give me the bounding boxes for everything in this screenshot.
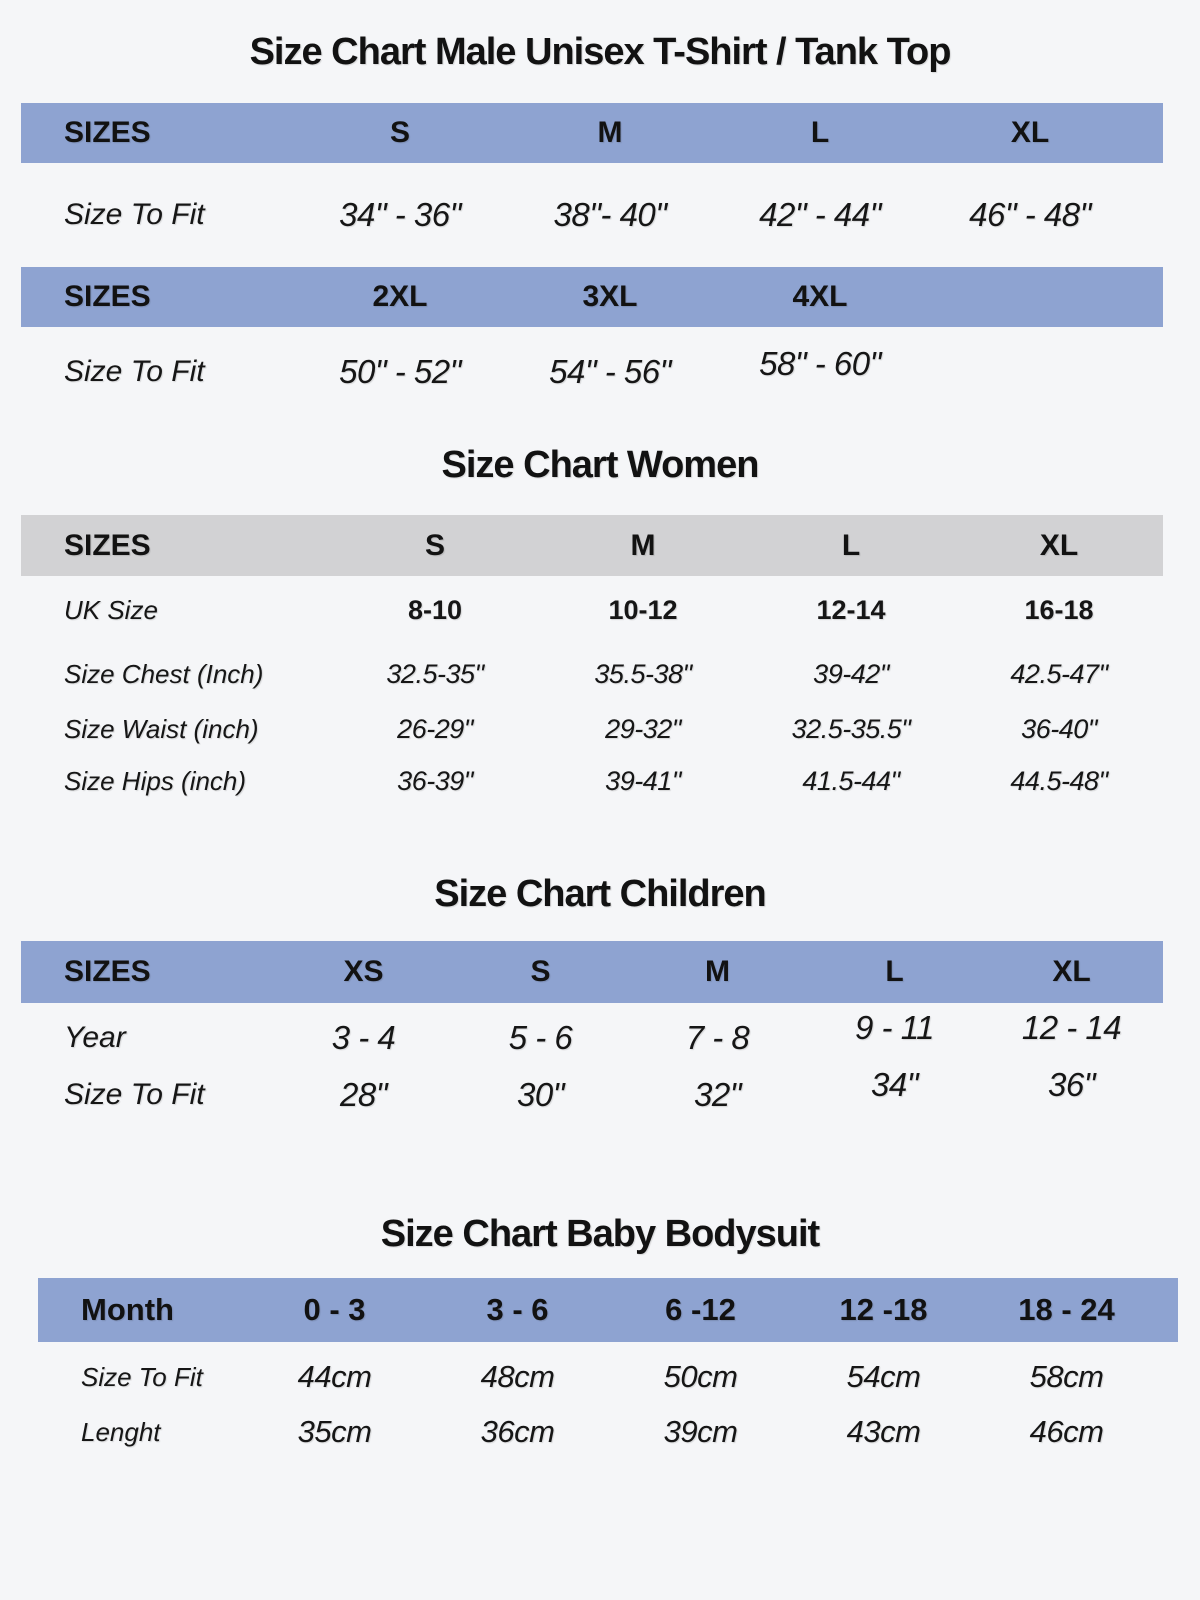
women-waist-value-s: 26-29" [397,713,473,744]
children-fit-value-xl: 36" [1048,1066,1095,1103]
baby-col-18-24: 18 - 24 [1018,1292,1115,1327]
women-hips-value-xl: 44.5-48" [1010,765,1108,796]
children-fit-value-m: 32" [694,1076,741,1113]
children-year-value-l: 9 - 11 [855,1009,934,1046]
male-col-2xl: 2XL [372,280,428,313]
male-chart-title: Size Chart Male Unisex T-Shirt / Tank To… [249,31,952,73]
children-year-row: Year 3 - 4 5 - 6 7 - 8 9 - 11 12 - 14 [21,1003,1163,1073]
children-col-m: M [705,955,730,988]
male-col-l: L [810,116,830,149]
children-fit-value-xs: 28" [340,1076,387,1113]
baby-month-label: Month [81,1292,174,1327]
women-waist-label: Size Waist (inch) [64,713,259,744]
baby-fit-label: Size To Fit [81,1361,203,1392]
women-col-s: S [424,528,445,562]
male-sizes-label-2: SIZES [64,280,151,313]
women-chest-value-m: 35.5-38" [594,658,692,689]
male-col-s: S [389,116,410,149]
children-chart-title: Size Chart Children [434,873,767,915]
baby-col-12-18: 12 -18 [839,1292,928,1327]
baby-chart-title: Size Chart Baby Bodysuit [380,1213,820,1255]
women-col-m: M [630,528,656,562]
children-col-s: S [530,955,551,988]
children-fit-label: Size To Fit [64,1078,205,1111]
male-header-row-1: SIZES S M L XL [21,103,1163,163]
women-chest-value-xl: 42.5-47" [1010,658,1108,689]
male-fit-label-1: Size To Fit [64,198,205,231]
children-col-l: L [885,955,904,988]
children-col-xs: XS [343,955,384,988]
women-waist-value-l: 32.5-35.5" [791,713,911,744]
male-fit-value-l: 42" - 44" [759,196,881,233]
male-col-3xl: 3XL [582,280,638,313]
women-col-l: L [841,528,861,562]
male-fit-value-4xl: 58" - 60" [759,345,881,382]
male-fit-value-3xl: 54" - 56" [549,353,671,390]
baby-length-value-6-12: 39cm [663,1414,738,1449]
women-waist-value-xl: 36-40" [1021,713,1097,744]
women-waist-value-m: 29-32" [605,713,681,744]
women-chest-label: Size Chest (Inch) [64,658,264,689]
male-fit-value-s: 34" - 36" [339,196,461,233]
baby-fit-value-18-24: 58cm [1029,1359,1104,1394]
women-uk-value-xl: 16-18 [1024,594,1094,625]
children-header-row: SIZES XS S M L XL [21,941,1163,1003]
children-year-value-s: 5 - 6 [508,1019,573,1056]
women-hips-value-m: 39-41" [605,765,681,796]
male-fit-row-2: Size To Fit 50" - 52" 54" - 56" 58" - 60… [21,327,1163,417]
women-uk-label: UK Size [64,594,158,625]
male-header-row-2: SIZES 2XL 3XL 4XL [21,267,1163,327]
women-chest-row: Size Chest (Inch) 32.5-35" 35.5-38" 39-4… [21,644,1163,704]
women-hips-value-l: 41.5-44" [802,765,900,796]
women-uk-value-s: 8-10 [407,594,463,625]
male-col-4xl: 4XL [792,280,848,313]
children-col-xl: XL [1052,955,1091,988]
women-chart-title: Size Chart Women [441,444,760,486]
women-hips-value-s: 36-39" [397,765,473,796]
baby-fit-value-3-6: 48cm [480,1359,555,1394]
women-uk-value-m: 10-12 [608,594,678,625]
women-hips-row: Size Hips (inch) 36-39" 39-41" 41.5-44" … [21,754,1163,808]
male-sizes-label-1: SIZES [64,116,151,149]
baby-col-6-12: 6 -12 [665,1292,736,1327]
women-hips-label: Size Hips (inch) [64,765,247,796]
baby-length-value-18-24: 46cm [1029,1414,1104,1449]
male-fit-value-m: 38"- 40" [553,196,668,233]
women-chest-value-s: 32.5-35" [386,658,484,689]
women-sizes-label: SIZES [64,528,151,562]
male-fit-label-2: Size To Fit [64,355,205,388]
baby-fit-value-6-12: 50cm [663,1359,738,1394]
women-col-xl: XL [1039,528,1079,562]
children-year-label: Year [64,1021,126,1054]
baby-fit-value-12-18: 54cm [846,1359,921,1394]
baby-length-label: Lenght [81,1416,161,1447]
baby-length-row: Lenght 35cm 36cm 39cm 43cm 46cm [38,1412,1178,1452]
baby-col-0-3: 0 - 3 [303,1292,366,1327]
male-fit-row-1: Size To Fit 34" - 36" 38"- 40" 42" - 44"… [21,163,1163,267]
baby-length-value-0-3: 35cm [297,1414,372,1449]
children-fit-value-l: 34" [871,1066,918,1103]
women-waist-row: Size Waist (inch) 26-29" 29-32" 32.5-35.… [21,704,1163,754]
women-uk-value-l: 12-14 [816,594,886,625]
baby-col-3-6: 3 - 6 [486,1292,549,1327]
baby-header-row: Month 0 - 3 3 - 6 6 -12 12 -18 18 - 24 [38,1278,1178,1342]
male-col-xl: XL [1010,116,1050,149]
male-fit-value-xl: 46" - 48" [969,196,1091,233]
women-chest-value-l: 39-42" [813,658,889,689]
baby-fit-row: Size To Fit 44cm 48cm 50cm 54cm 58cm [38,1342,1178,1412]
baby-length-value-3-6: 36cm [480,1414,555,1449]
male-fit-value-2xl: 50" - 52" [339,353,461,390]
children-year-value-m: 7 - 8 [685,1019,750,1056]
women-uk-size-row: UK Size 8-10 10-12 12-14 16-18 [21,576,1163,644]
male-col-m: M [597,116,623,149]
children-year-value-xl: 12 - 14 [1021,1009,1122,1046]
children-sizes-label: SIZES [64,955,151,988]
children-year-value-xs: 3 - 4 [331,1019,396,1056]
children-fit-value-s: 30" [517,1076,564,1113]
baby-fit-value-0-3: 44cm [297,1359,372,1394]
baby-length-value-12-18: 43cm [846,1414,921,1449]
women-header-row: SIZES S M L XL [21,515,1163,576]
children-fit-row: Size To Fit 28" 30" 32" 34" 36" [21,1066,1163,1117]
